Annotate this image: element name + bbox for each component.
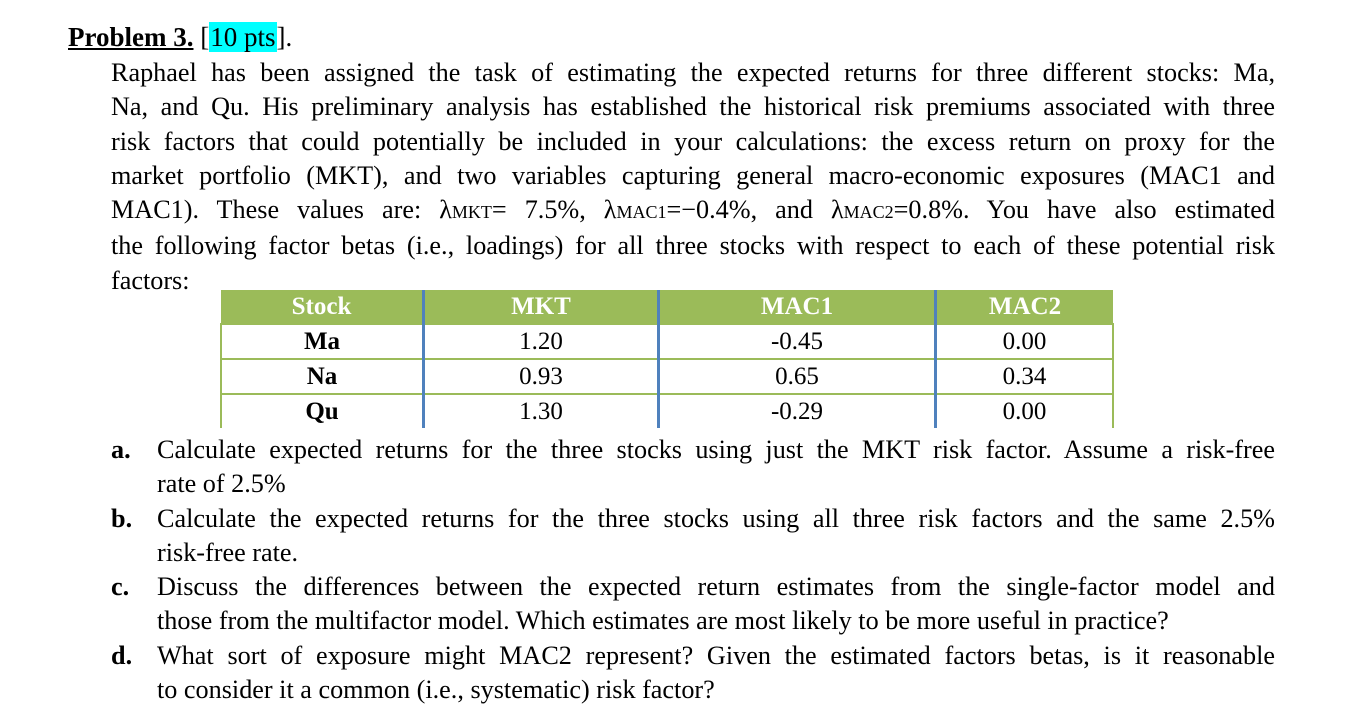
lambda-text: =0.8%. You have also estimated bbox=[893, 195, 1275, 225]
intro-line: Raphael has been assigned the task of es… bbox=[111, 58, 1275, 87]
cell-mkt: 1.20 bbox=[422, 324, 659, 360]
cell-stock: Na bbox=[220, 359, 424, 395]
intro-line: Na, and Qu. His preliminary analysis has… bbox=[111, 92, 1275, 122]
question-text: risk-free rate. bbox=[157, 537, 299, 567]
intro-line-lambdas: MAC1). These values are: λMKT= 7.5%, λMA… bbox=[111, 193, 1275, 229]
problem-heading: Problem 3. [10 pts]. bbox=[68, 21, 292, 53]
cell-mac1: -0.29 bbox=[657, 394, 936, 428]
question-text: Calculate expected returns for the three… bbox=[157, 435, 1275, 464]
header-mac1: MAC1 bbox=[657, 290, 936, 325]
intro-line: factors: bbox=[111, 265, 190, 295]
question-label: a. bbox=[111, 435, 131, 464]
question-item: d. What sort of exposure might MAC2 repr… bbox=[111, 639, 1275, 708]
table-row: Ma 1.20 -0.45 0.00 bbox=[220, 324, 1114, 360]
cell-mac2: 0.34 bbox=[934, 359, 1114, 395]
cell-mac2: 0.00 bbox=[934, 324, 1114, 360]
table-row: Na 0.93 0.65 0.34 bbox=[220, 359, 1114, 395]
question-text: Discuss the differences between the expe… bbox=[157, 572, 1275, 602]
lambda-text: =−0.4%, and λ bbox=[666, 195, 844, 225]
question-item: c. Discuss the differences between the e… bbox=[111, 570, 1275, 639]
question-text: Calculate the expected returns for the t… bbox=[157, 503, 1275, 533]
cell-stock: Qu bbox=[220, 394, 424, 428]
cell-mac2: 0.00 bbox=[934, 394, 1114, 428]
factor-betas-table: Stock MKT MAC1 MAC2 Ma 1.20 -0.45 0.00 N… bbox=[220, 290, 1114, 428]
question-text: those from the multifactor model. Which … bbox=[157, 606, 1169, 636]
cell-stock: Ma bbox=[220, 324, 424, 360]
table-row: Qu 1.30 -0.29 0.00 bbox=[220, 394, 1114, 428]
question-label: d. bbox=[111, 640, 133, 670]
cell-mkt: 1.30 bbox=[422, 394, 659, 428]
header-mkt: MKT bbox=[422, 290, 659, 325]
question-item: a. Calculate expected returns for the th… bbox=[111, 433, 1275, 502]
problem-intro: Raphael has been assigned the task of es… bbox=[111, 56, 1275, 298]
cell-mkt: 0.93 bbox=[422, 359, 659, 395]
question-label: b. bbox=[111, 503, 133, 533]
cell-mac1: 0.65 bbox=[657, 359, 936, 395]
question-label: c. bbox=[111, 572, 130, 602]
lambda-text: MAC1). These values are: λ bbox=[111, 195, 452, 225]
question-list: a. Calculate expected returns for the th… bbox=[111, 433, 1275, 707]
problem-label: Problem 3. bbox=[68, 22, 194, 52]
header-stock: Stock bbox=[221, 290, 424, 325]
intro-line: the following factor betas (i.e., loadin… bbox=[111, 231, 1275, 261]
points-badge: 10 pts bbox=[209, 22, 277, 52]
bracket-open: [ bbox=[193, 22, 210, 52]
header-mac2: MAC2 bbox=[934, 290, 1113, 325]
lambda-mac1-sub: MAC1 bbox=[616, 202, 667, 223]
question-text: to consider it a common (i.e., systemati… bbox=[157, 675, 715, 705]
intro-line: market portfolio (MKT), and two variable… bbox=[111, 160, 1275, 190]
intro-line: risk factors that could potentially be i… bbox=[111, 126, 1275, 156]
lambda-text: = 7.5%, λ bbox=[491, 195, 617, 225]
question-text: What sort of exposure might MAC2 represe… bbox=[157, 640, 1275, 670]
lambda-mkt-sub: MKT bbox=[451, 202, 492, 223]
lambda-mac2-sub: MAC2 bbox=[843, 202, 894, 223]
question-text: rate of 2.5% bbox=[157, 469, 286, 499]
table-header-row: Stock MKT MAC1 MAC2 bbox=[221, 290, 1113, 325]
cell-mac1: -0.45 bbox=[657, 324, 936, 360]
bracket-close: ]. bbox=[276, 22, 293, 52]
question-item: b. Calculate the expected returns for th… bbox=[111, 502, 1275, 571]
